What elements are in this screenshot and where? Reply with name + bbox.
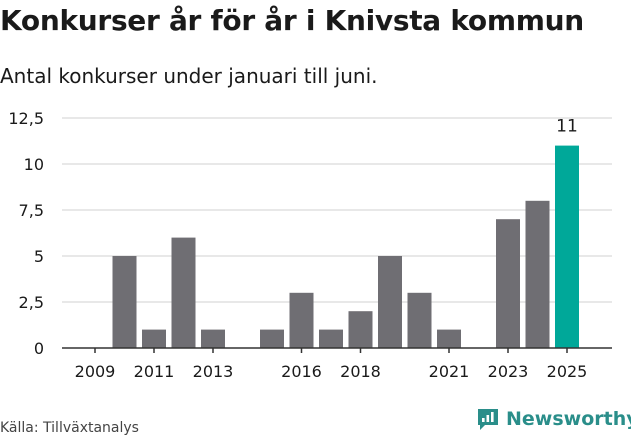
chart-subtitle: Antal konkurser under januari till juni. <box>0 64 378 88</box>
x-tick-label: 2023 <box>488 362 529 381</box>
data-label: 11 <box>556 117 578 137</box>
bar <box>555 145 579 348</box>
bar <box>496 219 520 348</box>
y-tick-label: 10 <box>24 155 44 174</box>
bar <box>142 329 166 348</box>
x-axis-tick-labels: 2009 2011 2013 2016 2018 2021 2023 2025 <box>75 348 588 381</box>
x-tick-label: 2025 <box>547 362 588 381</box>
bar <box>112 256 137 348</box>
bar <box>201 329 225 348</box>
x-tick-label: 2021 <box>429 362 470 381</box>
bar <box>437 329 461 348</box>
bar <box>348 311 373 348</box>
bars <box>112 145 579 348</box>
y-tick-label: 5 <box>34 247 44 266</box>
bar <box>319 329 343 348</box>
y-tick-label: 2,5 <box>19 293 44 312</box>
data-labels: 11 <box>556 117 578 137</box>
y-tick-label: 12,5 <box>8 109 44 128</box>
x-tick-label: 2018 <box>340 362 381 381</box>
y-tick-label: 7,5 <box>19 201 44 220</box>
source-note: Källa: Tillväxtanalys <box>0 420 139 436</box>
bar <box>289 292 314 348</box>
newsworthy-logo-icon <box>478 409 498 430</box>
x-tick-label: 2009 <box>75 362 116 381</box>
bar <box>407 292 432 348</box>
chart-title: Konkurser år för år i Knivsta kommun <box>0 4 584 37</box>
bar <box>260 329 284 348</box>
bar <box>378 256 402 348</box>
y-axis-tick-labels: 0 2,5 5 7,5 10 12,5 <box>8 109 44 358</box>
gridlines <box>62 117 612 303</box>
newsworthy-logo: Newsworthy <box>476 407 631 431</box>
y-tick-label: 0 <box>34 339 44 358</box>
bar <box>525 200 550 348</box>
brand-name: Newsworthy <box>506 408 631 430</box>
x-tick-label: 2013 <box>193 362 234 381</box>
bar <box>171 237 196 348</box>
x-tick-label: 2011 <box>134 362 175 381</box>
x-tick-label: 2016 <box>281 362 322 381</box>
